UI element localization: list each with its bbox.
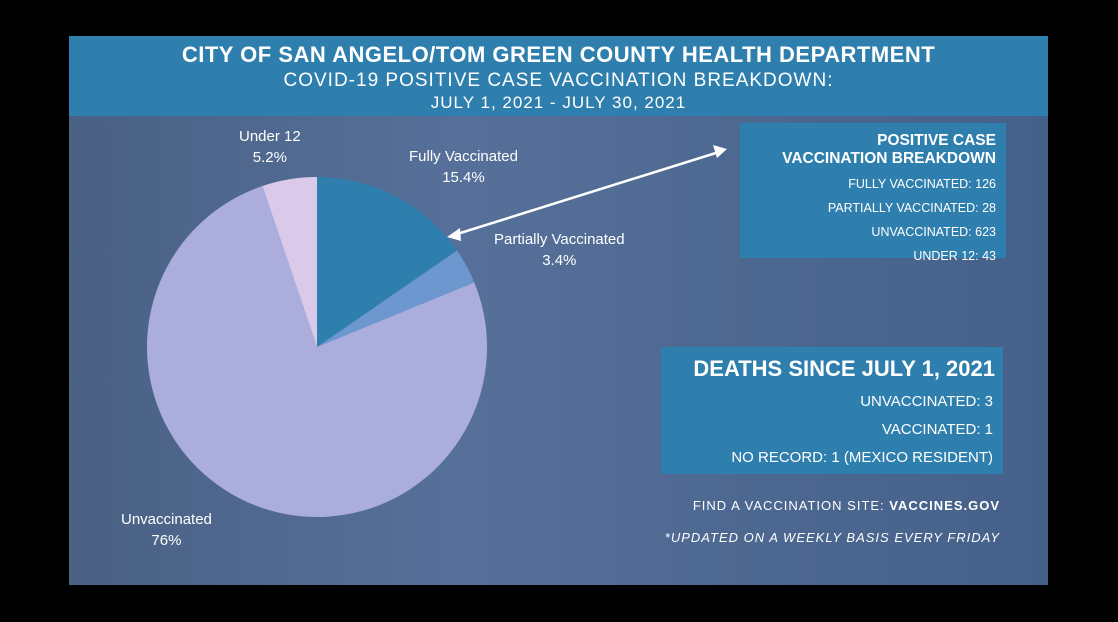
pie-slice-partially-vaccinated	[317, 250, 475, 347]
deaths-row: NO RECORD: 1 (MEXICO RESIDENT)	[731, 449, 993, 466]
label-under-12: Under 12 5.2%	[239, 126, 301, 168]
vaccines-gov-link[interactable]: VACCINES.GOV	[889, 498, 1000, 513]
breakdown-title-line: POSITIVE CASE	[877, 132, 996, 149]
slice-label: Under 12	[239, 128, 301, 145]
deaths-box: DEATHS SINCE JULY 1, 2021 UNVACCINATED: …	[661, 347, 1003, 474]
pie-slice-fully-vaccinated	[317, 177, 458, 347]
date-range: JULY 1, 2021 - JULY 30, 2021	[430, 93, 687, 112]
infographic-panel: CITY OF SAN ANGELO/TOM GREEN COUNTY HEAL…	[69, 36, 1048, 585]
breakdown-row: PARTIALLY VACCINATED: 28	[827, 201, 996, 215]
pie-chart	[147, 145, 727, 517]
breakdown-row: UNDER 12: 43	[913, 249, 996, 263]
deaths-title: DEATHS SINCE JULY 1, 2021	[693, 356, 995, 381]
deaths-row: UNVACCINATED: 3	[860, 393, 993, 410]
label-fully-vaccinated: Fully Vaccinated 15.4%	[409, 146, 518, 188]
header: CITY OF SAN ANGELO/TOM GREEN COUNTY HEAL…	[69, 36, 1048, 116]
page-subtitle: COVID-19 POSITIVE CASE VACCINATION BREAK…	[283, 70, 834, 91]
page-title: CITY OF SAN ANGELO/TOM GREEN COUNTY HEAL…	[181, 42, 936, 67]
breakdown-title: POSITIVE CASE VACCINATION BREAKDOWN	[740, 132, 996, 168]
breakdown-title-line: VACCINATION BREAKDOWN	[782, 150, 996, 167]
arrow-tail-icon	[447, 228, 461, 241]
pie-slice-under-12	[262, 177, 317, 347]
slice-pct: 76%	[151, 532, 182, 549]
slice-label: Unvaccinated	[121, 511, 212, 528]
positive-case-breakdown-box: POSITIVE CASE VACCINATION BREAKDOWN FULLY…	[740, 123, 1006, 263]
slice-label: Partially Vaccinated	[494, 231, 625, 248]
connector-arrow	[453, 150, 720, 237]
label-partially-vaccinated: Partially Vaccinated 3.4%	[494, 229, 625, 271]
slice-pct: 5.2%	[252, 149, 287, 166]
slice-label: Fully Vaccinated	[409, 148, 518, 165]
find-prefix: FIND A VACCINATION SITE:	[692, 498, 890, 513]
slice-pct: 15.4%	[442, 169, 485, 186]
pie-slice-unvaccinated	[147, 185, 487, 517]
breakdown-row: FULLY VACCINATED: 126	[848, 177, 996, 191]
update-note: *UPDATED ON A WEEKLY BASIS EVERY FRIDAY	[664, 530, 1000, 545]
deaths-row: VACCINATED: 1	[881, 421, 993, 438]
label-unvaccinated: Unvaccinated 76%	[121, 509, 212, 551]
arrow-head-icon	[713, 145, 727, 158]
find-vaccination-site: FIND A VACCINATION SITE: VACCINES.GOV	[693, 498, 1000, 513]
breakdown-row: UNVACCINATED: 623	[871, 225, 996, 239]
slice-pct: 3.4%	[542, 252, 577, 269]
